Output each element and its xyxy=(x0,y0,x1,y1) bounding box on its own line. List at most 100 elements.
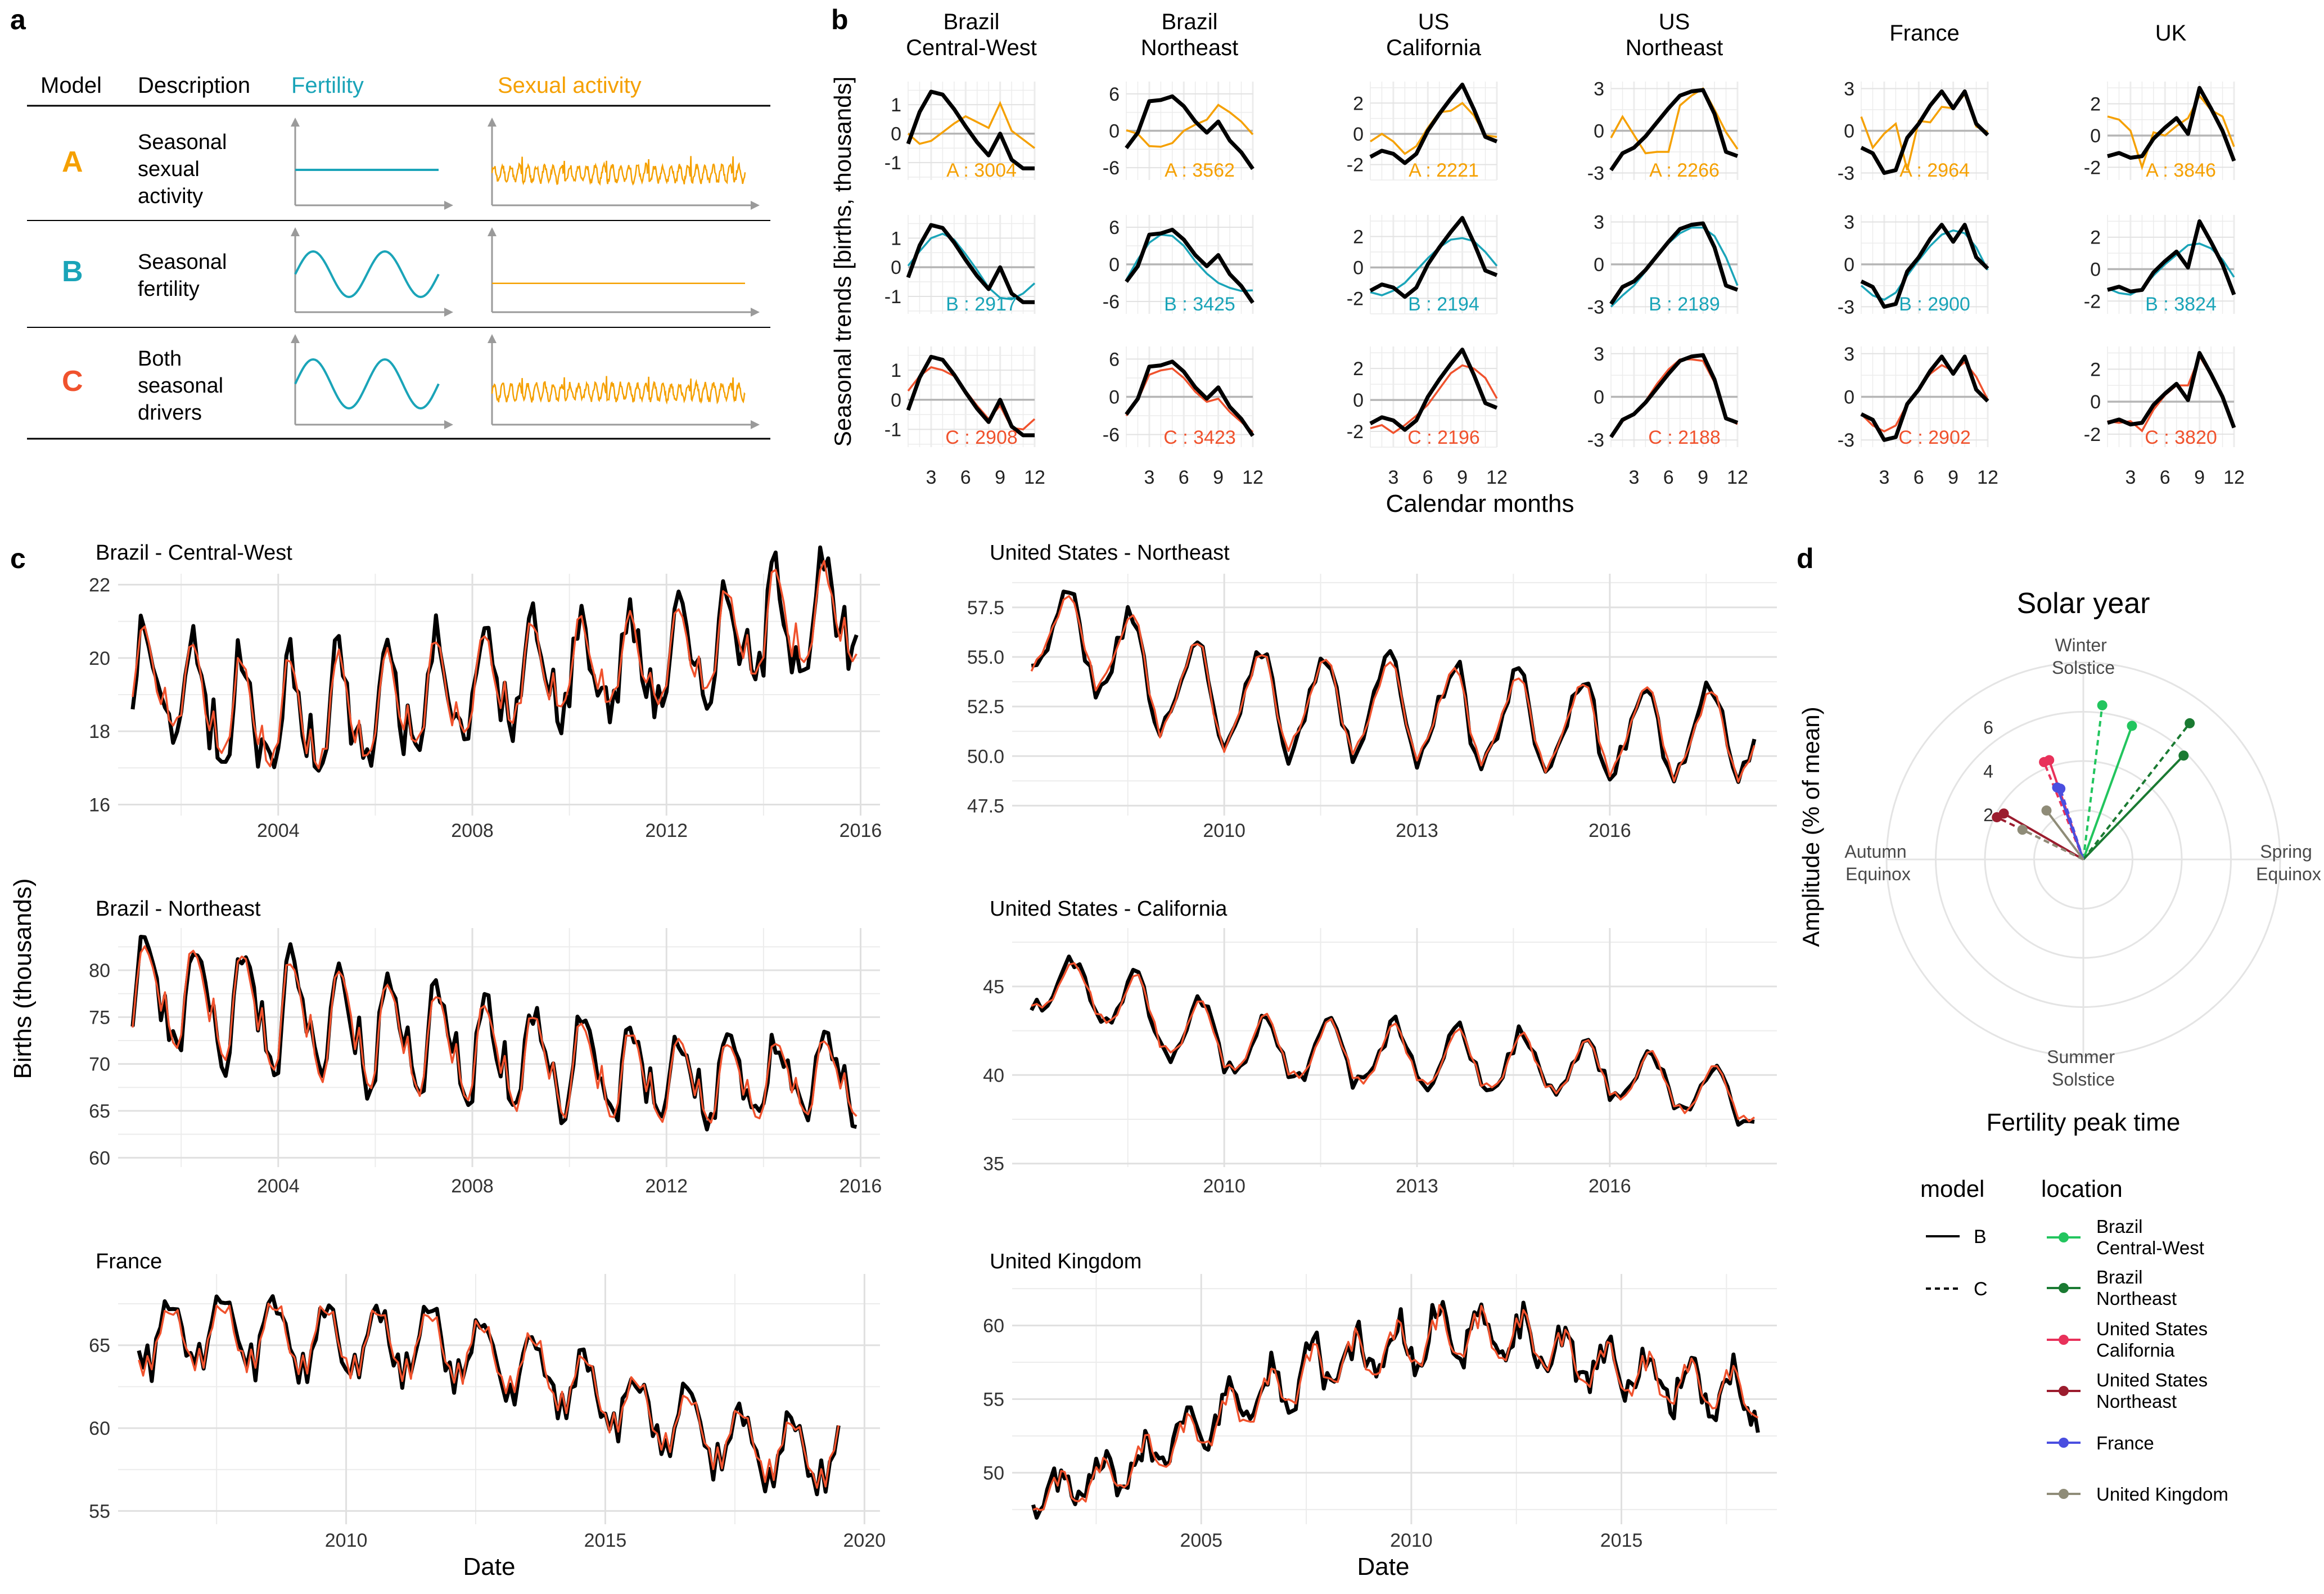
x-tick-label: 9 xyxy=(1457,467,1468,488)
model-fit-label: A : 3004 xyxy=(946,160,1017,181)
mini-arrow-icon xyxy=(291,334,300,343)
model-fit-line xyxy=(132,945,858,1124)
observed-births-line xyxy=(137,1294,841,1497)
y-tick-label: -2 xyxy=(2084,424,2101,445)
peak-segment xyxy=(2082,725,2133,860)
facet-1: 6 0 -6 B : 3425 xyxy=(1103,215,1254,315)
model-fit-label: A : 3562 xyxy=(1165,160,1235,181)
fertility-curve xyxy=(294,250,440,299)
y-tick-label: -3 xyxy=(1587,163,1604,184)
legend-location-label: Brazil Northeast xyxy=(2096,1267,2177,1309)
y-tick-label: 47.5 xyxy=(967,795,1004,817)
model-fit-line xyxy=(1126,103,1254,148)
model-c-label: C xyxy=(62,365,83,398)
model-fit-line xyxy=(907,101,1036,149)
facet-1: 1 0 -1 B : 2917 xyxy=(885,215,1036,315)
panel-letter-d: d xyxy=(1797,543,1814,574)
y-tick-label: 0 xyxy=(1353,390,1364,411)
peak-segment xyxy=(2043,762,2084,860)
facet-title: US California xyxy=(1386,10,1482,60)
y-tick-label: 3 xyxy=(1594,344,1604,365)
observed-line xyxy=(906,223,1035,304)
mini-arrow-icon xyxy=(444,201,453,210)
x-tick-label: 2010 xyxy=(1203,1176,1246,1197)
timeseries-chart: Brazil - Northeast 2004 2008 2012 2016 60 65 70… xyxy=(89,897,882,1197)
y-tick-label: 3 xyxy=(1594,79,1604,100)
model-fit-label: C : 2196 xyxy=(1407,427,1480,448)
chart-title: Brazil - Northeast xyxy=(96,897,261,921)
model-b-description: Seasonal fertility xyxy=(138,250,233,301)
facet-2: 1 0 -1 C : 2908 xyxy=(885,346,1036,448)
y-tick-label: 50.0 xyxy=(967,746,1004,767)
mini-arrow-icon xyxy=(488,334,497,343)
y-tick-label: 0 xyxy=(1353,258,1364,279)
legend-location-label-line: United States xyxy=(2096,1318,2208,1339)
model-fit-label: A : 2964 xyxy=(1899,160,1970,181)
peak-segment xyxy=(2003,812,2084,861)
compass-top: Winter Solstice xyxy=(2052,635,2115,678)
x-tick-label: 3 xyxy=(1879,467,1889,488)
y-tick-label: 1 xyxy=(891,228,901,249)
observed-line xyxy=(1125,94,1254,170)
x-tick-label: 2015 xyxy=(1600,1530,1643,1551)
model-fit-line xyxy=(1370,364,1498,434)
r-tick-label: 6 xyxy=(1983,718,1993,738)
y-tick-label: 2 xyxy=(2090,227,2101,249)
facet-2: 2 0 -2 C : 3820 xyxy=(2084,346,2236,448)
header-model: Model xyxy=(40,73,102,98)
x-tick-label: 2008 xyxy=(451,1176,494,1197)
y-tick-label: 2 xyxy=(1353,227,1364,248)
y-tick-label: 0 xyxy=(891,124,901,145)
fertility-curve xyxy=(294,358,440,410)
model-fit-label: C : 3820 xyxy=(2145,427,2217,448)
polar-xlabel: Fertility peak time xyxy=(1987,1109,2181,1136)
panel-letter-a: a xyxy=(10,4,26,35)
y-tick-label: 6 xyxy=(1109,84,1120,105)
y-tick-label: 0 xyxy=(891,257,901,278)
polar-ylabel: Amplitude (% of mean) xyxy=(1798,706,1824,947)
y-tick-label: 65 xyxy=(89,1101,110,1122)
model-fit-line xyxy=(1031,962,1756,1123)
mini-arrow-icon xyxy=(444,420,453,429)
y-tick-label: 55.0 xyxy=(967,647,1004,668)
legend-location-title: location xyxy=(2041,1176,2123,1202)
x-tick-label: 2005 xyxy=(1180,1530,1222,1551)
timeseries-chart: United States - California 2010 2013 2016 35… xyxy=(983,897,1777,1197)
y-tick-label: 55 xyxy=(89,1501,110,1522)
model-fit-line xyxy=(2107,354,2235,433)
facet-0: 3 0 -3 A : 2266 xyxy=(1587,79,1739,184)
model-fit-label: B : 2194 xyxy=(1408,294,1479,315)
x-tick-label: 12 xyxy=(1977,467,1998,488)
x-tick-label: 2016 xyxy=(1589,1176,1631,1197)
facet-title: Brazil Central-West xyxy=(906,10,1037,60)
x-tick-label: 2020 xyxy=(843,1530,886,1551)
x-tick-label: 12 xyxy=(1242,467,1263,488)
y-tick-label: 0 xyxy=(2090,125,2101,147)
y-tick-label: -2 xyxy=(1347,289,1364,310)
mini-arrow-icon xyxy=(751,420,760,429)
legend-location-label: United States California xyxy=(2096,1318,2208,1361)
timeseries-chart: United Kingdom 2005 2010 2015 50 55 60 xyxy=(983,1250,1777,1551)
x-tick-label: 2008 xyxy=(451,820,494,841)
observed-line xyxy=(1860,354,1989,442)
legend-model-title: model xyxy=(1920,1176,1984,1202)
observed-births-line xyxy=(130,935,858,1132)
y-tick-label: 3 xyxy=(1844,212,1854,233)
y-tick-label: 0 xyxy=(1844,121,1854,142)
observed-line xyxy=(2107,219,2236,296)
observed-line xyxy=(2107,351,2236,429)
facet-2: 3 0 -3 C : 2188 xyxy=(1587,344,1739,451)
x-tick-label: 2010 xyxy=(1390,1530,1433,1551)
y-tick-label: -1 xyxy=(885,286,901,308)
x-tick-label: 2010 xyxy=(1203,820,1246,841)
y-tick-label: 3 xyxy=(1844,344,1854,365)
model-c-description: Both seasonal drivers xyxy=(138,347,229,425)
x-tick-label: 12 xyxy=(1486,467,1508,488)
model-fit-label: A : 2221 xyxy=(1409,160,1479,181)
y-tick-label: -3 xyxy=(1587,296,1604,318)
peak-marker xyxy=(2127,721,2137,731)
legend-location-label: United Kingdom xyxy=(2096,1484,2228,1505)
panel-b-xlabel: Calendar months xyxy=(1386,490,1574,517)
chart-title: United Kingdom xyxy=(990,1250,1141,1273)
